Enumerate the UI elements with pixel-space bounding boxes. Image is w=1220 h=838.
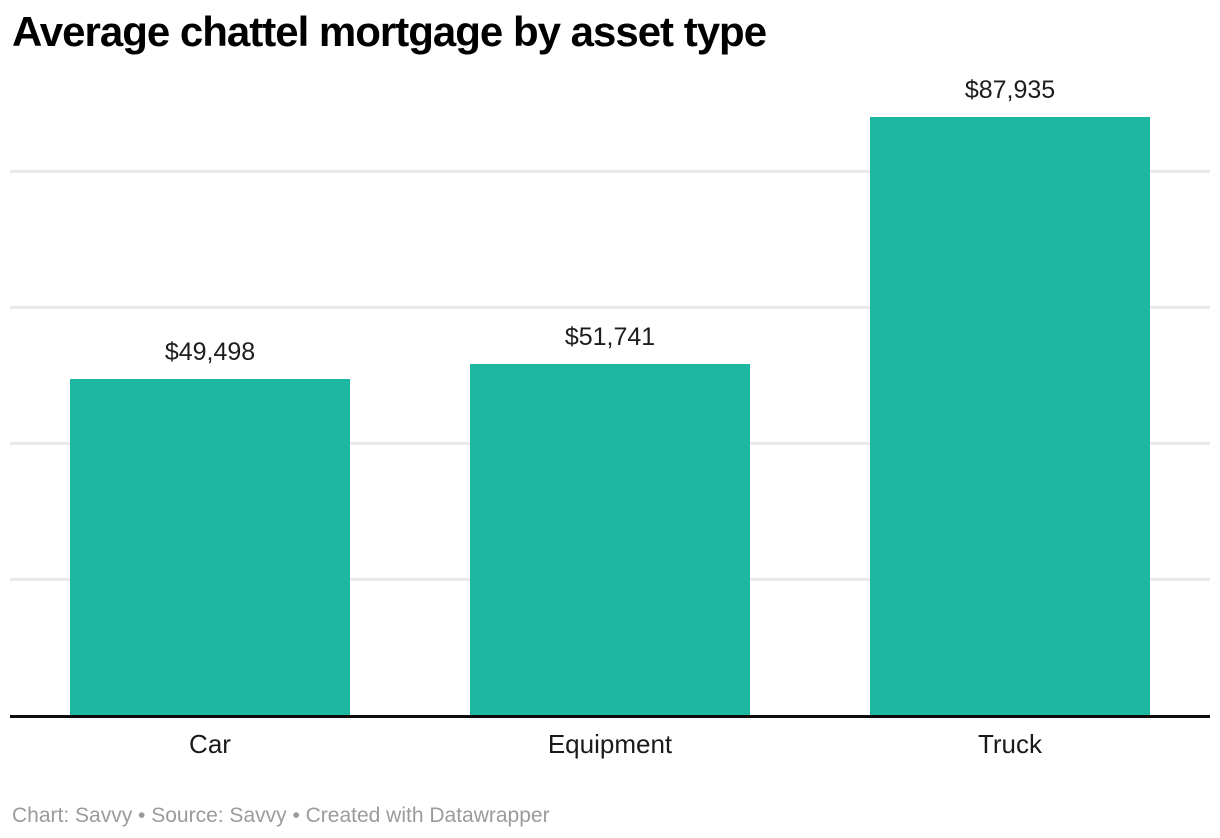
chart-title: Average chattel mortgage by asset type [12,8,767,55]
bar-car [70,378,350,716]
category-label-truck: Truck [977,729,1043,759]
gridline-80000 [10,169,1210,173]
chart-footer: Chart: Savvy • Source: Savvy • Created w… [12,804,550,827]
value-label-equipment: $51,741 [564,322,656,351]
gridline-60000 [10,305,1210,309]
category-label-car: Car [189,729,231,759]
bar-truck [870,116,1150,716]
value-label-car: $49,498 [164,337,256,366]
bar-equipment [470,363,750,716]
x-axis-line [10,715,1210,718]
category-label-equipment: Equipment [547,729,673,759]
plot-area: $49,498 $51,741 $87,935 Car Equipment Truck [10,0,1210,790]
value-label-truck: $87,935 [964,75,1056,104]
